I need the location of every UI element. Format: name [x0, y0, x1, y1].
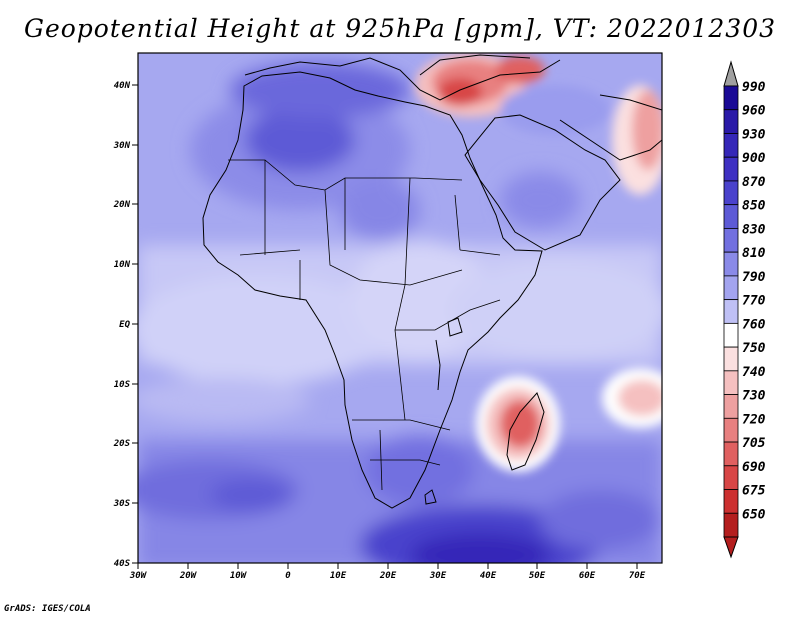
colorbar-swatch-810 — [723, 251, 739, 277]
lon-label-60e: 60E — [579, 571, 596, 581]
longitude-axis: 30W 20W 10W 0 10E 20E 30E 40E 50E 60E 70… — [129, 563, 646, 581]
lon-label-40e: 40E — [480, 571, 497, 581]
credit-label: GrADS: IGES/COLA — [4, 604, 91, 614]
colorbar-swatch-675 — [723, 489, 739, 514]
lat-label-30s: 30S — [113, 499, 131, 509]
colorbar-swatch-960 — [723, 109, 739, 134]
lat-label-10n: 10N — [114, 260, 131, 270]
colorbar-label-740: 740 — [742, 365, 766, 380]
lon-label-10e: 10E — [330, 571, 347, 581]
colorbar-swatch-750 — [723, 346, 739, 372]
colorbar-label-760: 760 — [742, 317, 766, 332]
colorbar-swatch-740 — [723, 370, 739, 395]
lon-label-20e: 20E — [379, 571, 397, 581]
colorbar-label-650: 650 — [742, 507, 766, 522]
lon-label-30e: 30E — [429, 571, 447, 581]
colorbar: 990 960 930 900 870 850 830 810 790 770 760 750 740 7… — [723, 60, 766, 559]
colorbar-swatch-760 — [723, 322, 739, 348]
colorbar-swatch-705 — [723, 441, 739, 467]
colorbar-label-850: 850 — [742, 199, 766, 214]
colorbar-swatch-850 — [723, 204, 739, 229]
lat-label-40s: 40S — [114, 559, 131, 569]
map-title: Geopotential Height at 925hPa [gpm], VT:… — [23, 14, 777, 43]
lon-label-50e: 50E — [529, 571, 546, 581]
colorbar-swatch-930 — [723, 133, 739, 158]
lat-label-30n: 30N — [113, 141, 131, 151]
colorbar-label-690: 690 — [742, 460, 766, 475]
colorbar-label-810: 810 — [742, 246, 766, 261]
colorbar-swatch-770 — [723, 299, 739, 324]
lon-label-10w: 10W — [230, 571, 248, 581]
colorbar-label-750: 750 — [742, 341, 766, 356]
colorbar-label-705: 705 — [742, 436, 766, 451]
colorbar-label-930: 930 — [742, 127, 766, 142]
colorbar-over-arrow — [723, 60, 739, 87]
colorbar-label-990: 990 — [742, 80, 766, 95]
colorbar-swatch-730 — [723, 394, 739, 419]
lon-label-0: 0 — [285, 571, 291, 581]
colorbar-swatch-990 — [723, 85, 739, 111]
lat-label-10s: 10S — [114, 380, 131, 390]
lat-label-40n: 40N — [114, 81, 131, 91]
colorbar-label-675: 675 — [742, 484, 766, 499]
colorbar-labels: 990 960 930 900 870 850 830 810 790 770 760 750 740 7… — [742, 80, 766, 522]
colorbar-label-960: 960 — [742, 104, 766, 119]
colorbar-swatch-870 — [723, 180, 739, 206]
lon-label-30w: 30W — [129, 571, 148, 581]
lat-label-20n: 20N — [113, 200, 131, 210]
colorbar-label-900: 900 — [742, 151, 766, 166]
contour-field — [138, 53, 662, 563]
colorbar-swatch-830 — [723, 228, 739, 253]
plot-frame — [137, 52, 663, 564]
colorbar-boxes — [723, 85, 739, 538]
colorbar-swatch-900 — [723, 156, 739, 182]
colorbar-label-730: 730 — [742, 389, 766, 404]
colorbar-swatch-790 — [723, 275, 739, 301]
colorbar-under-arrow — [723, 536, 739, 559]
colorbar-label-770: 770 — [742, 294, 766, 309]
colorbar-label-830: 830 — [742, 222, 766, 237]
colorbar-label-720: 720 — [742, 412, 766, 427]
lat-label-eq: EQ — [119, 320, 130, 330]
colorbar-label-870: 870 — [742, 175, 766, 190]
country-borders — [228, 159, 501, 491]
lat-label-20s: 20S — [113, 439, 131, 449]
colorbar-swatch-720 — [723, 417, 739, 443]
coastlines — [202, 54, 662, 509]
colorbar-label-790: 790 — [742, 270, 766, 285]
latitude-axis: 40N 30N 20N 10N EQ 10S 20S 30S 40S — [113, 81, 138, 569]
colorbar-swatch-690 — [723, 465, 739, 490]
lon-label-70e: 70E — [629, 571, 646, 581]
colorbar-swatch-650 — [723, 512, 739, 538]
lon-label-20w: 20W — [179, 571, 198, 581]
